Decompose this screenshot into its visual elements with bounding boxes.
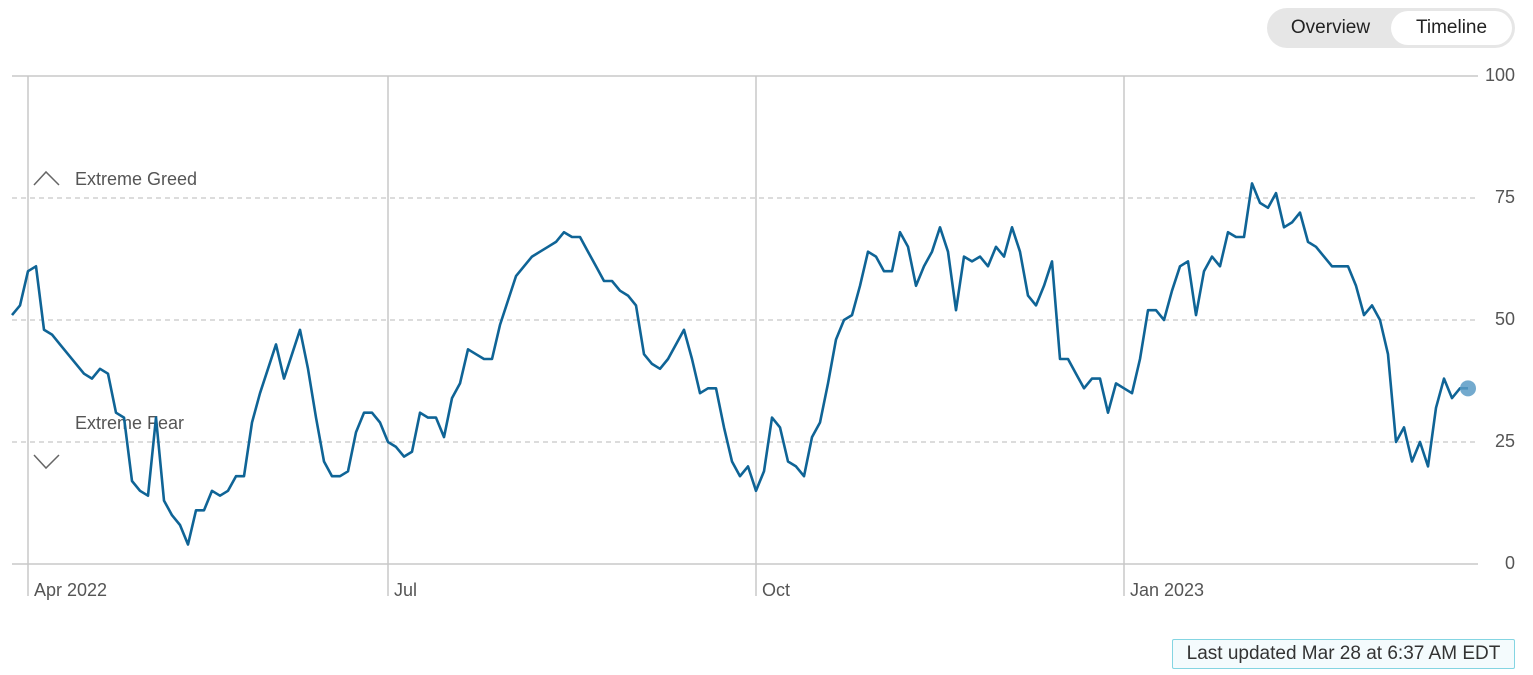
- y-tick-label: 0: [1505, 553, 1515, 573]
- data-line: [10, 182, 1468, 546]
- tab[interactable]: Overview: [1270, 11, 1391, 45]
- y-tick-label: 75: [1495, 187, 1515, 207]
- y-tick-label: 25: [1495, 431, 1515, 451]
- annotation: Extreme Greed: [75, 169, 197, 189]
- x-tick-label: Oct: [762, 580, 790, 600]
- last-updated: Last updated Mar 28 at 6:37 AM EDT: [1172, 639, 1515, 669]
- x-tick-label: Jul: [394, 580, 417, 600]
- x-tick-label: Apr 2022: [34, 580, 107, 600]
- y-tick-label: 50: [1495, 309, 1515, 329]
- tab[interactable]: Timeline: [1391, 11, 1512, 45]
- annotation: Extreme Fear: [75, 413, 184, 433]
- current-point: [1460, 380, 1476, 397]
- view-toggle: Overview Timeline: [1267, 8, 1515, 48]
- greed-chevron: [33, 170, 60, 186]
- x-tick-label: Jan 2023: [1130, 580, 1204, 600]
- fear-chevron: [33, 454, 60, 470]
- y-tick-label: 100: [1485, 65, 1515, 85]
